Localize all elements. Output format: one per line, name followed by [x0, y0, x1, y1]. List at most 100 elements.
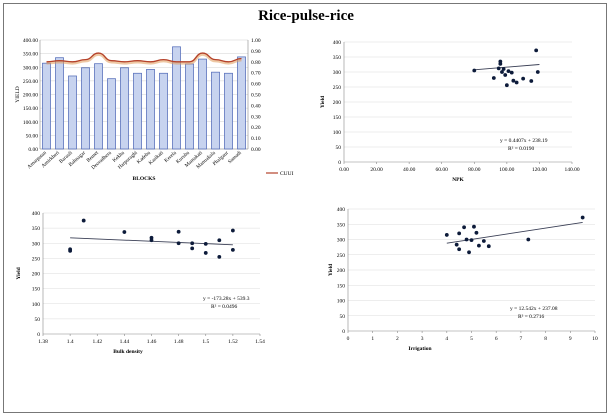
y-tick-label: 100 — [32, 302, 41, 308]
x-tick-label: 5 — [470, 336, 473, 342]
data-point — [68, 247, 73, 252]
data-point — [203, 251, 208, 255]
y-tick-label: 300 — [337, 238, 346, 244]
y-tick-label: 400 — [333, 40, 342, 46]
bar — [224, 72, 233, 150]
data-point — [486, 244, 491, 249]
y-tick-label: 300 — [333, 70, 342, 76]
x-tick-label: 10 — [592, 336, 598, 342]
x-tick-label: 0.00 — [339, 167, 349, 173]
x-tick-label: 1.46 — [147, 339, 157, 345]
data-point — [149, 238, 154, 243]
y-tick-label: 150 — [32, 287, 41, 293]
y-tick-label: 50.00 — [26, 133, 39, 139]
data-point — [514, 80, 519, 85]
figure-frame — [3, 3, 607, 413]
bar — [185, 63, 194, 150]
bar — [42, 62, 51, 150]
y-tick-label: 100 — [333, 130, 342, 136]
x-tick-label: 120.00 — [532, 167, 547, 173]
npk-scatter-panel: 0 50 100 150 200 250 300 350 400 0.00 20.00 40.00 60… — [310, 32, 605, 187]
data-point — [176, 229, 181, 234]
x-tick-label: 1.4 — [67, 339, 74, 345]
x-tick-label: 2 — [396, 336, 399, 342]
y-tick-label: 350.00 — [23, 52, 38, 58]
data-point — [477, 243, 481, 248]
bar — [172, 46, 181, 150]
x-tick-label: 40.00 — [403, 167, 416, 173]
bar — [81, 67, 90, 150]
data-point — [122, 230, 127, 234]
y2-tick-label: 0.00 — [251, 147, 261, 153]
data-point — [534, 48, 539, 53]
data-point — [506, 69, 511, 73]
x-tick-label: 20.00 — [370, 167, 383, 173]
y-tick-label: 200 — [333, 100, 342, 106]
y-tick-label: 100 — [337, 299, 346, 305]
data-point — [230, 228, 235, 233]
y-axis-label: Yield — [16, 267, 22, 279]
x-tick-label: 1.48 — [174, 339, 184, 345]
r-squared-label: R² = 0.2716 — [518, 314, 545, 320]
data-point — [462, 225, 466, 230]
x-tick-label: 60.00 — [436, 167, 449, 173]
y-tick-label: 0.00 — [28, 147, 38, 153]
data-point — [526, 237, 531, 242]
y-tick-label: 300.00 — [23, 65, 38, 71]
x-axis-label: NPK — [452, 177, 464, 182]
y-axis-label: Yield — [328, 264, 334, 276]
y-tick-label: 200 — [337, 268, 346, 274]
trendline-equation: y = 12.542x + 237.08 — [510, 306, 558, 312]
y-tick-label: 350 — [337, 222, 346, 228]
trendline-equation: y = 0.4407x + 238.19 — [500, 138, 548, 144]
data-point — [509, 70, 514, 75]
y-tick-label: 50 — [336, 145, 342, 151]
y2-tick-label: 0.70 — [251, 71, 261, 77]
y-tick-label: 50 — [340, 314, 346, 320]
data-point — [467, 250, 471, 255]
data-point — [472, 68, 477, 73]
bar — [133, 72, 142, 150]
data-point — [498, 59, 503, 64]
irrigation-scatter-panel: 0 50 100 150 200 250 300 350 400 0 1 2 3 4 5 6 7 8 9 10 Yiel… — [310, 198, 605, 363]
r-squared-label: R² = 0.0190 — [508, 146, 535, 152]
data-point — [535, 70, 540, 74]
x-axis-label: Irrigation — [408, 346, 431, 352]
data-point — [496, 66, 501, 71]
y-tick-label: 250 — [337, 253, 346, 259]
data-point — [444, 233, 449, 237]
x-tick-label: 9 — [569, 336, 572, 342]
data-point — [500, 70, 504, 74]
cuui-line-shadow — [46, 52, 242, 65]
trendline-equation: y = -173.28x + 539.3 — [203, 296, 250, 302]
bar-line-chart: 0.00 50.00 100.00 150.00 200.00 250.00 300.00 3… — [15, 38, 294, 182]
y-tick-label: 350 — [32, 226, 41, 232]
bar — [55, 57, 64, 150]
bar — [211, 71, 220, 150]
y-tick-label: 400 — [337, 207, 346, 213]
trendline — [474, 64, 540, 71]
figure-title: Rice-pulse-rice — [258, 8, 354, 24]
y2-tick-label: 0.90 — [251, 49, 261, 55]
data-point — [454, 242, 459, 247]
data-point — [474, 230, 479, 235]
data-point — [511, 78, 516, 83]
y-tick-label: 150 — [333, 115, 342, 121]
data-point — [529, 79, 534, 83]
y-tick-label: 400.00 — [23, 38, 38, 44]
npk-scatter-chart: 0 50 100 150 200 250 300 350 400 0.00 20.00 40.00 60… — [320, 40, 580, 183]
x-tick-label: 1.54 — [255, 339, 265, 345]
y-tick-label: 50 — [35, 317, 41, 323]
y-tick-label: 0 — [338, 160, 341, 166]
bulk-density-scatter-panel: 0 50 100 150 200 250 300 350 400 1.38 1.4 1.42 1.44 1… — [8, 200, 308, 365]
x-tick-label: 6 — [495, 336, 498, 342]
data-point — [230, 248, 235, 252]
y2-tick-label: 0.60 — [251, 82, 261, 88]
bar-line-chart-panel: 0.00 50.00 100.00 150.00 200.00 250.00 300.00 3… — [8, 32, 308, 195]
x-axis-label: Bulk density — [113, 349, 143, 355]
y-tick-label: 100.00 — [23, 120, 38, 126]
y2-tick-label: 0.80 — [251, 60, 261, 66]
data-point — [504, 83, 509, 88]
x-tick-label: 1.52 — [228, 339, 238, 345]
y2-tick-label: 0.50 — [251, 93, 261, 99]
